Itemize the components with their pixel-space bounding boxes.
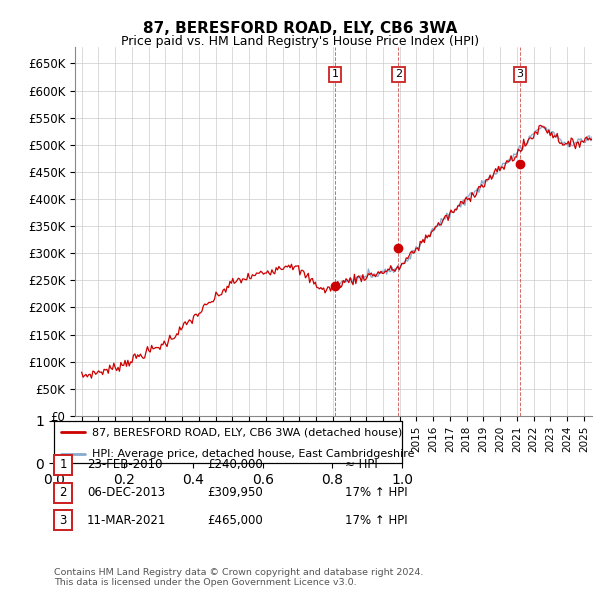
Text: 87, BERESFORD ROAD, ELY, CB6 3WA (detached house): 87, BERESFORD ROAD, ELY, CB6 3WA (detach… xyxy=(92,428,403,438)
Text: 3: 3 xyxy=(59,514,67,527)
Text: ≈ HPI: ≈ HPI xyxy=(345,458,378,471)
Text: 06-DEC-2013: 06-DEC-2013 xyxy=(87,486,165,499)
Text: 17% ↑ HPI: 17% ↑ HPI xyxy=(345,514,407,527)
Text: 1: 1 xyxy=(332,69,338,79)
Text: 11-MAR-2021: 11-MAR-2021 xyxy=(87,514,166,527)
Text: 2: 2 xyxy=(395,69,402,79)
Text: Price paid vs. HM Land Registry's House Price Index (HPI): Price paid vs. HM Land Registry's House … xyxy=(121,35,479,48)
Text: 23-FEB-2010: 23-FEB-2010 xyxy=(87,458,163,471)
Text: 87, BERESFORD ROAD, ELY, CB6 3WA: 87, BERESFORD ROAD, ELY, CB6 3WA xyxy=(143,21,457,35)
Text: £240,000: £240,000 xyxy=(207,458,263,471)
Text: 2: 2 xyxy=(59,486,67,499)
Text: Contains HM Land Registry data © Crown copyright and database right 2024.
This d: Contains HM Land Registry data © Crown c… xyxy=(54,568,424,587)
Text: £309,950: £309,950 xyxy=(207,486,263,499)
Text: £465,000: £465,000 xyxy=(207,514,263,527)
Text: HPI: Average price, detached house, East Cambridgeshire: HPI: Average price, detached house, East… xyxy=(92,449,415,459)
Text: 1: 1 xyxy=(59,458,67,471)
Text: 17% ↑ HPI: 17% ↑ HPI xyxy=(345,486,407,499)
Text: 3: 3 xyxy=(517,69,524,79)
